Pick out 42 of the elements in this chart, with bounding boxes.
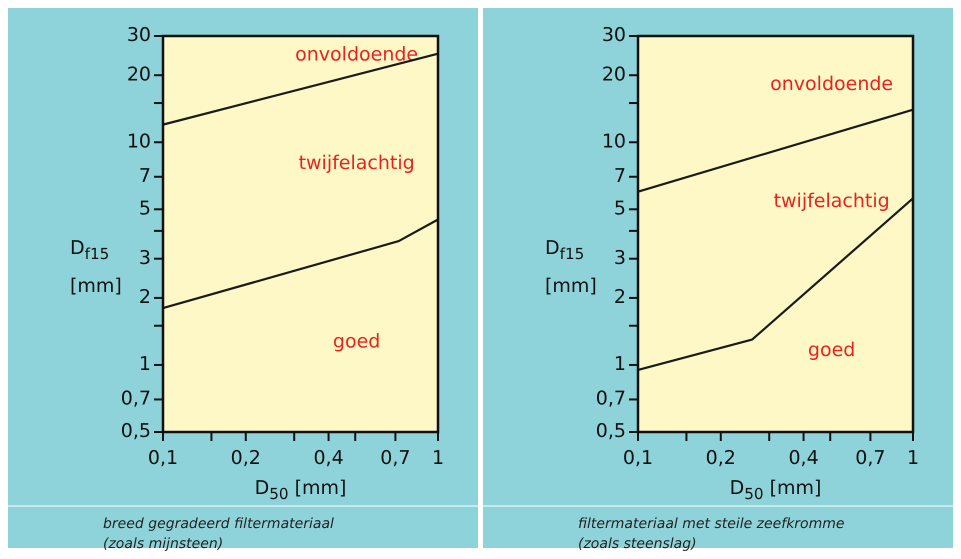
x-tick-label: 0,7 [855, 447, 886, 469]
y-tick-label: 10 [126, 130, 151, 152]
y-tick-label: 20 [126, 63, 151, 86]
text: filtermateriaal met steile zeefkromme (zoals steenslag) [578, 516, 845, 552]
y-tick-label: 20 [602, 63, 626, 86]
x-tick-label: 0,2 [230, 447, 261, 469]
x-tick-label: 1 [906, 447, 920, 469]
y-tick-label: 5 [138, 197, 151, 220]
x-tick-label: 0,2 [706, 447, 736, 469]
y-tick-label: 0,7 [120, 388, 151, 410]
y-tick-label: 30 [126, 24, 151, 46]
annotation: twijfelachtig [774, 190, 890, 212]
y-tick-label: 10 [602, 130, 626, 152]
y-tick-label: 0,5 [120, 420, 151, 442]
x-tick-label: 0,4 [313, 447, 344, 469]
y-tick-label: 2 [614, 286, 626, 308]
text: breed gegradeerd filtermateriaal (zoals mijnsteen) [103, 516, 334, 552]
x-tick-label: 0,7 [380, 447, 411, 469]
x-axis-title: D$_{50}$ [mm] [254, 477, 346, 502]
y-tick-label: 30 [602, 24, 626, 46]
annotation: onvoldoende [770, 73, 894, 96]
annotation: goed [332, 330, 380, 353]
y-tick-label: 2 [138, 286, 151, 308]
y-tick-label: 7 [138, 164, 151, 187]
x-tick-label: 1 [432, 447, 444, 469]
annotation: twijfelachtig [298, 152, 415, 174]
y-tick-label: 3 [614, 246, 626, 269]
annotation: goed [808, 339, 856, 362]
y-tick-label: 1 [138, 353, 151, 376]
y-tick-label: 0,5 [596, 420, 626, 442]
x-axis-title: D$_{50}$ [mm] [730, 477, 822, 502]
y-tick-label: 1 [614, 353, 626, 376]
x-tick-label: 0,1 [622, 447, 654, 469]
annotation: onvoldoende [295, 44, 418, 66]
y-axis-title: D$_{f15}$ [mm] [545, 237, 597, 297]
y-tick-label: 3 [138, 246, 151, 269]
y-tick-label: 7 [614, 164, 626, 187]
y-axis-title: D$_{f15}$ [mm] [70, 237, 122, 297]
y-tick-label: 5 [614, 197, 626, 220]
x-tick-label: 0,4 [788, 447, 819, 469]
x-tick-label: 0,1 [148, 447, 178, 469]
y-tick-label: 0,7 [596, 388, 626, 410]
